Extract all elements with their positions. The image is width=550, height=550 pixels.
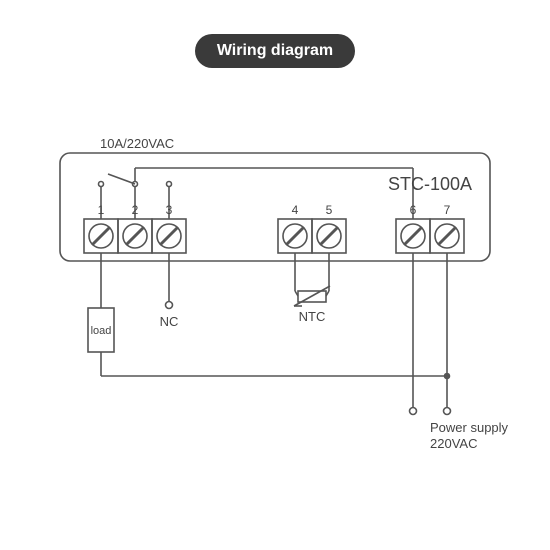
terminal-num-7: 7 <box>444 203 451 217</box>
controller-body <box>60 153 490 261</box>
terminal-1 <box>84 219 118 253</box>
power-label-1: Power supply <box>430 420 509 435</box>
terminal-num-2: 2 <box>132 203 139 217</box>
header-wrap: Wiring diagram <box>0 0 550 68</box>
nc-label: NC <box>160 314 179 329</box>
terminal-5 <box>312 219 346 253</box>
relay-switch <box>99 168 414 219</box>
nc-open-node <box>166 302 173 309</box>
terminal-num-6: 6 <box>410 203 417 217</box>
rating-label: 10A/220VAC <box>100 136 174 151</box>
power-node-r <box>444 408 451 415</box>
title-badge: Wiring diagram <box>195 34 355 68</box>
terminal-block-1 <box>84 219 186 253</box>
terminal-num-4: 4 <box>292 203 299 217</box>
ntc-label: NTC <box>299 309 326 324</box>
wiring-diagram: 1 2 3 4 5 6 7 STC-100A 10A/220VAC NC NTC… <box>0 68 550 538</box>
terminal-2 <box>118 219 152 253</box>
load-label: load <box>91 325 112 337</box>
terminal-6 <box>396 219 430 253</box>
terminal-num-1: 1 <box>98 203 105 217</box>
model-label: STC-100A <box>388 174 472 194</box>
terminal-3 <box>152 219 186 253</box>
terminal-4 <box>278 219 312 253</box>
power-label-2: 220VAC <box>430 436 477 451</box>
terminal-block-3 <box>396 219 464 253</box>
terminal-block-2 <box>278 219 346 253</box>
ntc-symbol <box>294 286 330 306</box>
terminal-num-5: 5 <box>326 203 333 217</box>
power-node-l <box>410 408 417 415</box>
terminal-7 <box>430 219 464 253</box>
terminal-num-3: 3 <box>166 203 173 217</box>
